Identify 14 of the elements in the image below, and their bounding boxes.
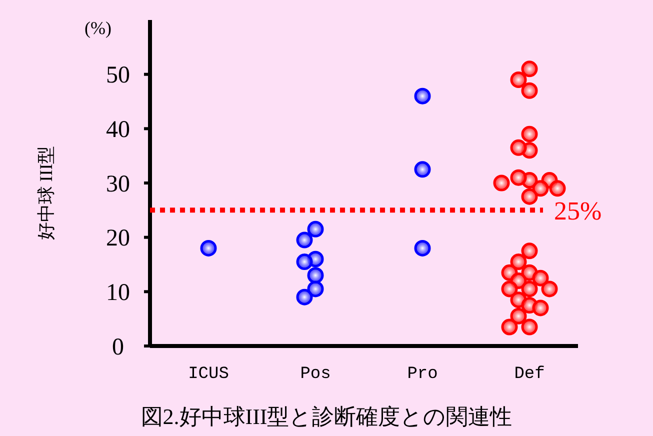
y-tick-label: 30: [106, 171, 130, 198]
y-tick-label: 50: [106, 62, 130, 89]
y-axis-title: 好中球 III型: [36, 146, 56, 240]
text: 図2.好中球III型と診断確度との関連性: [140, 404, 512, 429]
y-tick-label: 40: [106, 117, 130, 144]
y-tick-label: 20: [106, 226, 130, 252]
ref-line-label: 25%: [554, 196, 602, 226]
x-tick-label: Pos: [300, 365, 331, 384]
x-tick-label: ICUS: [188, 365, 229, 384]
x-tick-label: Pro: [407, 365, 438, 384]
y-tick-label: 0: [112, 334, 124, 360]
y-tick-label: 10: [106, 280, 130, 306]
x-tick-label: Def: [514, 365, 545, 384]
text: (%): [84, 18, 112, 38]
